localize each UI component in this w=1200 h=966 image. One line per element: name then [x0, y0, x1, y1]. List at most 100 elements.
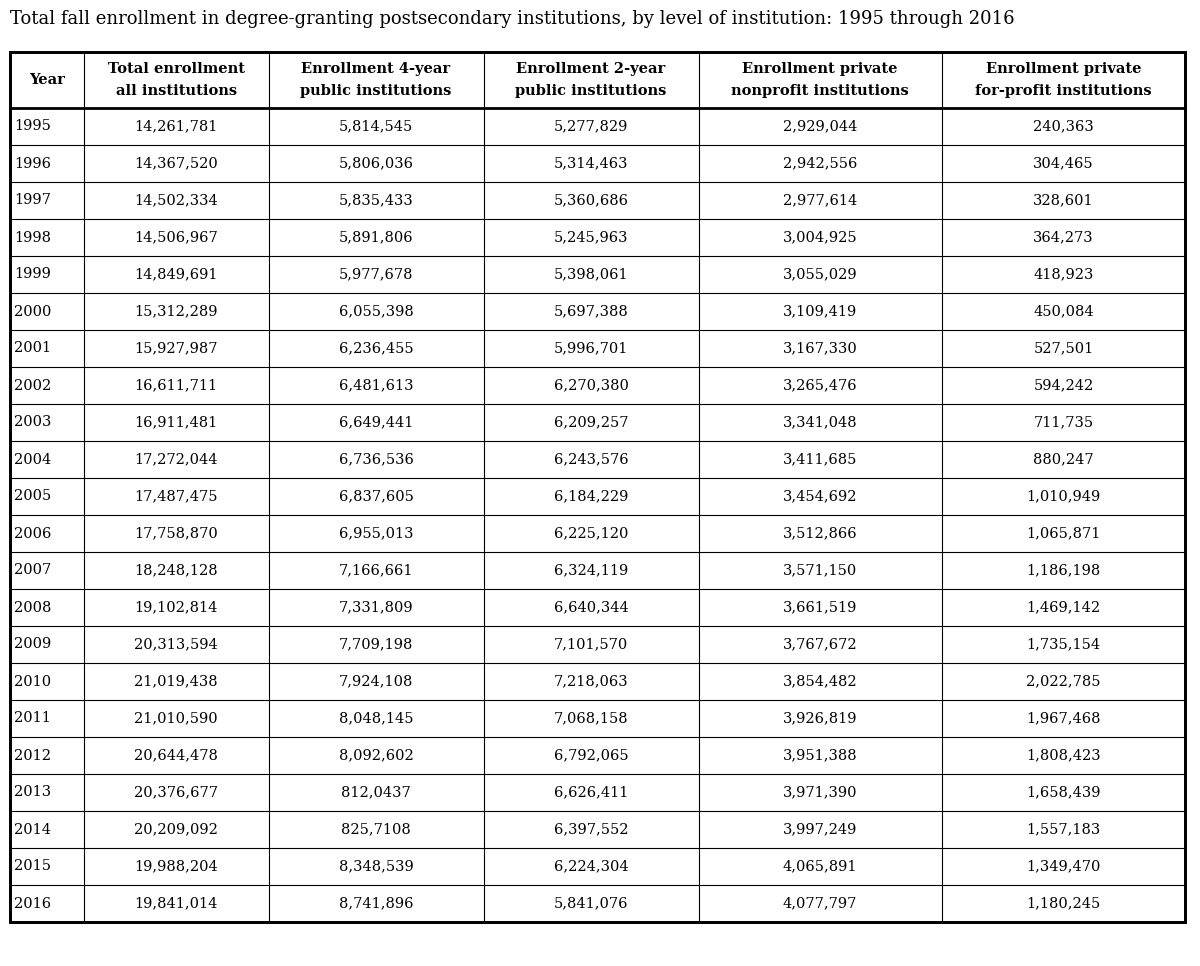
Text: 2,929,044: 2,929,044 [782, 120, 857, 133]
Text: 328,601: 328,601 [1033, 193, 1093, 208]
Text: 1,658,439: 1,658,439 [1026, 785, 1100, 800]
Text: 304,465: 304,465 [1033, 156, 1093, 171]
Text: 6,640,344: 6,640,344 [553, 601, 629, 614]
Text: 15,927,987: 15,927,987 [134, 342, 218, 355]
Text: 1,469,142: 1,469,142 [1026, 601, 1100, 614]
Text: Enrollment private: Enrollment private [985, 62, 1141, 75]
Text: 5,835,433: 5,835,433 [338, 193, 413, 208]
Text: 1,349,470: 1,349,470 [1026, 860, 1100, 873]
Text: 3,109,419: 3,109,419 [784, 304, 857, 319]
Text: 5,697,388: 5,697,388 [553, 304, 629, 319]
Text: 3,055,029: 3,055,029 [782, 268, 858, 281]
Text: 6,736,536: 6,736,536 [338, 452, 414, 467]
Text: 14,367,520: 14,367,520 [134, 156, 218, 171]
Text: 14,502,334: 14,502,334 [134, 193, 218, 208]
Text: 17,758,870: 17,758,870 [134, 526, 218, 541]
Text: 8,741,896: 8,741,896 [338, 896, 413, 911]
Text: 20,644,478: 20,644,478 [134, 749, 218, 762]
Text: 1999: 1999 [14, 268, 50, 281]
Text: 5,314,463: 5,314,463 [553, 156, 629, 171]
Text: 6,236,455: 6,236,455 [338, 342, 413, 355]
Text: 3,997,249: 3,997,249 [782, 822, 857, 837]
Text: 240,363: 240,363 [1033, 120, 1093, 133]
Text: 3,854,482: 3,854,482 [782, 674, 858, 689]
Text: 2,942,556: 2,942,556 [782, 156, 857, 171]
Text: 1,186,198: 1,186,198 [1026, 563, 1100, 578]
Text: 880,247: 880,247 [1033, 452, 1093, 467]
Text: 7,068,158: 7,068,158 [553, 712, 629, 725]
Text: 6,324,119: 6,324,119 [554, 563, 628, 578]
Text: 711,735: 711,735 [1033, 415, 1093, 430]
Text: 1998: 1998 [14, 231, 50, 244]
Text: 7,331,809: 7,331,809 [338, 601, 413, 614]
Text: 6,209,257: 6,209,257 [553, 415, 629, 430]
Text: 2010: 2010 [14, 674, 52, 689]
Text: 3,341,048: 3,341,048 [782, 415, 858, 430]
Text: 6,184,229: 6,184,229 [554, 490, 629, 503]
Text: 1,010,949: 1,010,949 [1026, 490, 1100, 503]
Text: 18,248,128: 18,248,128 [134, 563, 218, 578]
Text: 1997: 1997 [14, 193, 50, 208]
Text: 21,019,438: 21,019,438 [134, 674, 218, 689]
Text: 14,849,691: 14,849,691 [134, 268, 218, 281]
Text: 7,101,570: 7,101,570 [554, 638, 628, 651]
Text: 6,270,380: 6,270,380 [553, 379, 629, 392]
Text: 1,180,245: 1,180,245 [1026, 896, 1100, 911]
Text: 5,360,686: 5,360,686 [553, 193, 629, 208]
Text: 3,004,925: 3,004,925 [782, 231, 858, 244]
Text: 6,055,398: 6,055,398 [338, 304, 413, 319]
Text: 14,506,967: 14,506,967 [134, 231, 218, 244]
Text: 5,977,678: 5,977,678 [338, 268, 413, 281]
Text: 418,923: 418,923 [1033, 268, 1093, 281]
Text: 5,245,963: 5,245,963 [553, 231, 629, 244]
Text: Total fall enrollment in degree-granting postsecondary institutions, by level of: Total fall enrollment in degree-granting… [10, 10, 1015, 28]
Text: all institutions: all institutions [115, 84, 236, 99]
Text: 3,454,692: 3,454,692 [782, 490, 858, 503]
Text: 1996: 1996 [14, 156, 50, 171]
Text: 5,996,701: 5,996,701 [554, 342, 629, 355]
Text: 1,557,183: 1,557,183 [1026, 822, 1100, 837]
Text: 2016: 2016 [14, 896, 52, 911]
Text: 6,837,605: 6,837,605 [338, 490, 414, 503]
Text: 3,767,672: 3,767,672 [782, 638, 858, 651]
Text: 7,924,108: 7,924,108 [338, 674, 413, 689]
Text: 527,501: 527,501 [1033, 342, 1093, 355]
Text: 2013: 2013 [14, 785, 52, 800]
Text: Total enrollment: Total enrollment [108, 62, 245, 75]
Text: 6,243,576: 6,243,576 [553, 452, 629, 467]
Text: public institutions: public institutions [300, 84, 451, 99]
Text: 19,102,814: 19,102,814 [134, 601, 218, 614]
Text: 4,065,891: 4,065,891 [782, 860, 858, 873]
Text: 6,224,304: 6,224,304 [553, 860, 629, 873]
Text: 3,926,819: 3,926,819 [782, 712, 858, 725]
Text: 2009: 2009 [14, 638, 52, 651]
Text: 6,626,411: 6,626,411 [554, 785, 629, 800]
Text: 19,988,204: 19,988,204 [134, 860, 218, 873]
Text: 20,313,594: 20,313,594 [134, 638, 218, 651]
Text: nonprofit institutions: nonprofit institutions [731, 84, 910, 99]
Text: 5,277,829: 5,277,829 [554, 120, 629, 133]
Text: 20,209,092: 20,209,092 [134, 822, 218, 837]
Text: 812,0437: 812,0437 [341, 785, 410, 800]
Text: 1,967,468: 1,967,468 [1026, 712, 1100, 725]
Text: 8,092,602: 8,092,602 [338, 749, 413, 762]
Text: 3,265,476: 3,265,476 [782, 379, 858, 392]
Text: 2007: 2007 [14, 563, 52, 578]
Text: 2011: 2011 [14, 712, 50, 725]
Text: 2001: 2001 [14, 342, 52, 355]
Text: 825,7108: 825,7108 [341, 822, 410, 837]
Text: 16,911,481: 16,911,481 [134, 415, 218, 430]
Text: 8,048,145: 8,048,145 [338, 712, 413, 725]
Text: 2008: 2008 [14, 601, 52, 614]
Text: 7,218,063: 7,218,063 [553, 674, 629, 689]
Text: 364,273: 364,273 [1033, 231, 1093, 244]
Text: 15,312,289: 15,312,289 [134, 304, 218, 319]
Text: 1,735,154: 1,735,154 [1026, 638, 1100, 651]
Text: 4,077,797: 4,077,797 [782, 896, 857, 911]
Text: 16,611,711: 16,611,711 [134, 379, 218, 392]
Text: Enrollment 4-year: Enrollment 4-year [301, 62, 450, 75]
Text: 5,891,806: 5,891,806 [338, 231, 413, 244]
Text: 1995: 1995 [14, 120, 50, 133]
Text: 2005: 2005 [14, 490, 52, 503]
Text: 450,084: 450,084 [1033, 304, 1093, 319]
